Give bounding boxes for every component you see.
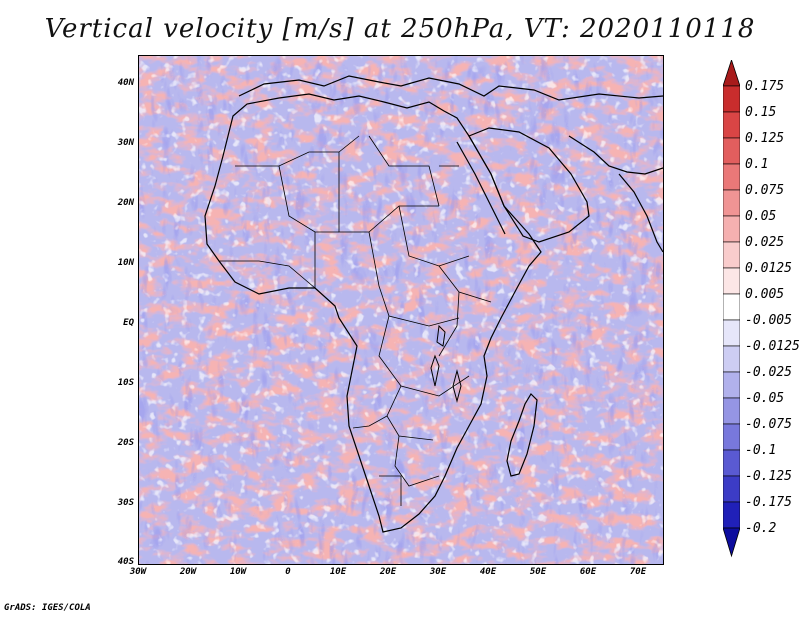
colorbar-seg-1 [723,85,740,113]
colorbar-label-neg-0-005: -0.005 [745,313,792,328]
lon-label-50e: 50E [529,567,547,577]
madagascar-coastline [506,393,538,477]
lon-label-30w: 30W [129,567,147,577]
lat-label-20s: 20S [117,438,134,448]
colorbar-label-0-125: 0.125 [745,131,785,146]
map-title: Vertical velocity [m/s] at 250hPa, VT: 2… [44,14,756,44]
colorbar-label-neg-0-05: -0.05 [745,391,785,406]
colorbar-seg-3 [723,137,740,165]
colorbar-seg-8 [723,267,740,295]
lat-label-10n: 10N [117,258,134,268]
colorbar-seg-16 [723,475,740,503]
colorbar-label-neg-0-175: -0.175 [745,495,792,510]
colorbar-seg-14 [723,423,740,451]
colorbar-label-neg-0-075: -0.075 [745,417,792,432]
country-borders [219,135,492,506]
colorbar-top-arrow [723,60,740,87]
colorbar-label-neg-0-0125: -0.0125 [745,339,800,354]
lon-label-60e: 60E [579,567,597,577]
map-plot-area[interactable] [138,55,664,565]
lat-label-40n: 40N [117,78,134,88]
colorbar-seg-4 [723,163,740,191]
colorbar-label-0-0125: 0.0125 [745,261,792,276]
lon-label-20e: 20E [379,567,397,577]
lat-label-30s: 30S [117,498,134,508]
lon-label-10e: 10E [329,567,347,577]
colorbar-seg-12 [723,371,740,399]
lat-label-10s: 10S [117,378,134,388]
colorbar-label-0-005: 0.005 [745,287,785,302]
arabian-peninsula [468,127,590,243]
colorbar-seg-17 [723,501,740,529]
lakes [430,324,462,403]
europe-coast [238,75,663,101]
colorbar-label-neg-0-2: -0.2 [745,521,777,536]
lat-label-eq: EQ [123,318,134,328]
colorbar-label-0-05: 0.05 [745,209,777,224]
colorbar-label-0-175: 0.175 [745,79,785,94]
colorbar [723,60,740,558]
colorbar-label-0-025: 0.025 [745,235,785,250]
colorbar-seg-15 [723,449,740,477]
persian-gulf [568,135,663,175]
lon-label-20w: 20W [179,567,197,577]
colorbar-seg-10 [723,319,740,347]
red-sea-line [456,141,506,235]
india-coast [618,173,663,253]
colorbar-label-neg-0-125: -0.125 [745,469,792,484]
colorbar-seg-13 [723,397,740,425]
lat-label-20n: 20N [117,198,134,208]
lon-label-0: 0 [285,567,291,577]
grads-credit: GrADS: IGES/COLA [4,603,91,613]
coastlines [204,75,663,533]
colorbar-seg-9 [723,293,740,321]
velocity-field-map [139,56,663,564]
lon-label-10w: 10W [229,567,247,577]
colorbar-seg-7 [723,241,740,269]
lon-label-30e: 30E [429,567,447,577]
colorbar-label-0-15: 0.15 [745,105,777,120]
colorbar-label-neg-0-025: -0.025 [745,365,792,380]
colorbar-seg-2 [723,111,740,139]
colorbar-bottom-arrow [723,527,740,558]
colorbar-seg-11 [723,345,740,373]
africa-coastline [204,93,542,533]
lon-label-70e: 70E [629,567,647,577]
lat-label-30n: 30N [117,138,134,148]
colorbar-seg-6 [723,215,740,243]
colorbar-label-neg-0-1: -0.1 [745,443,777,458]
lat-label-40s: 40S [117,557,134,567]
colorbar-label-0-075: 0.075 [745,183,785,198]
colorbar-seg-5 [723,189,740,217]
colorbar-label-0-1: 0.1 [745,157,769,172]
lon-label-40e: 40E [479,567,497,577]
